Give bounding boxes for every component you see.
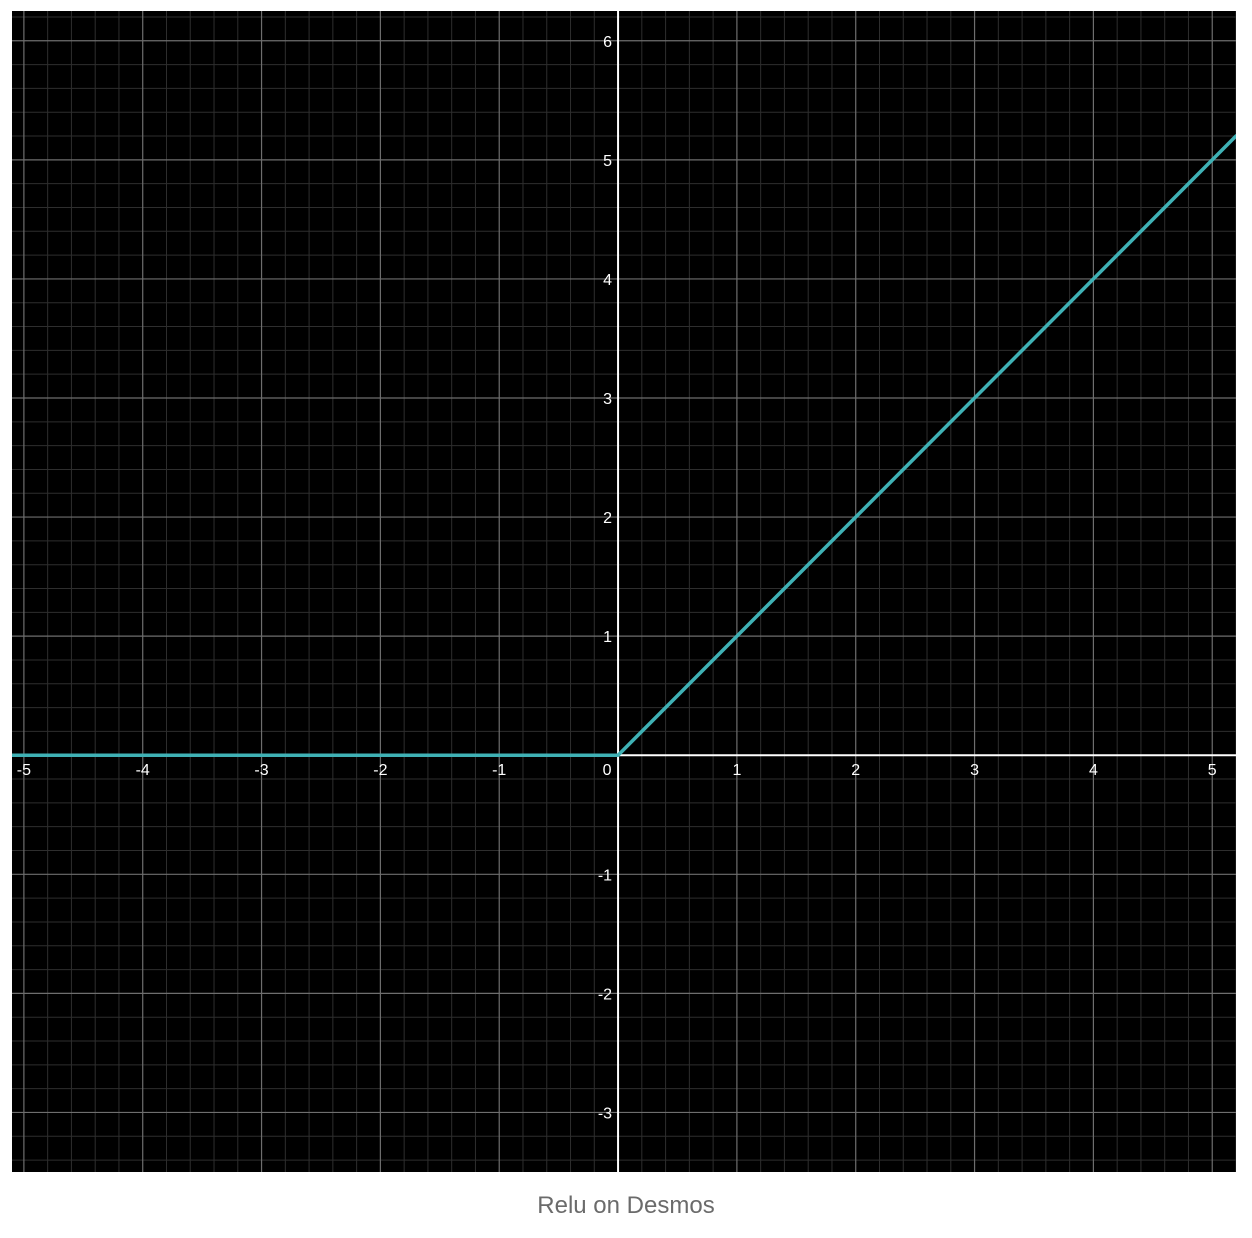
figure-caption: Relu on Desmos: [537, 1192, 715, 1219]
x-tick-label: -4: [136, 762, 150, 779]
y-tick-label: -3: [598, 1105, 612, 1122]
x-tick-label: -2: [373, 762, 387, 779]
x-tick-label: 4: [1089, 762, 1098, 779]
y-tick-label: 2: [603, 510, 612, 527]
x-tick-label: 3: [970, 762, 979, 779]
y-tick-label: 1: [603, 629, 612, 646]
relu-curve: [12, 134, 1236, 757]
x-tick-label: -1: [492, 762, 506, 779]
x-tick-label: -3: [254, 762, 268, 779]
x-tick-label: 2: [851, 762, 860, 779]
x-tick-label: -5: [17, 762, 31, 779]
y-tick-label: 6: [603, 34, 612, 51]
y-tick-label: 4: [603, 272, 612, 289]
y-tick-label: 5: [603, 153, 612, 170]
y-tick-label: -1: [598, 867, 612, 884]
x-tick-label: 1: [732, 762, 741, 779]
x-tick-label: 5: [1208, 762, 1217, 779]
x-tick-label: 0: [603, 762, 612, 779]
graph-canvas[interactable]: -5 -4 -3 -2 -1 0 1 2 3 4 5 -3 -2 -1 1 2 3 4 5 6: [12, 11, 1236, 1172]
y-tick-label: 3: [603, 391, 612, 408]
relu-plot[interactable]: -5 -4 -3 -2 -1 0 1 2 3 4 5 -3 -2 -1 1 2 3 4 5 6: [12, 11, 1236, 1172]
y-tick-label: -2: [598, 986, 612, 1003]
